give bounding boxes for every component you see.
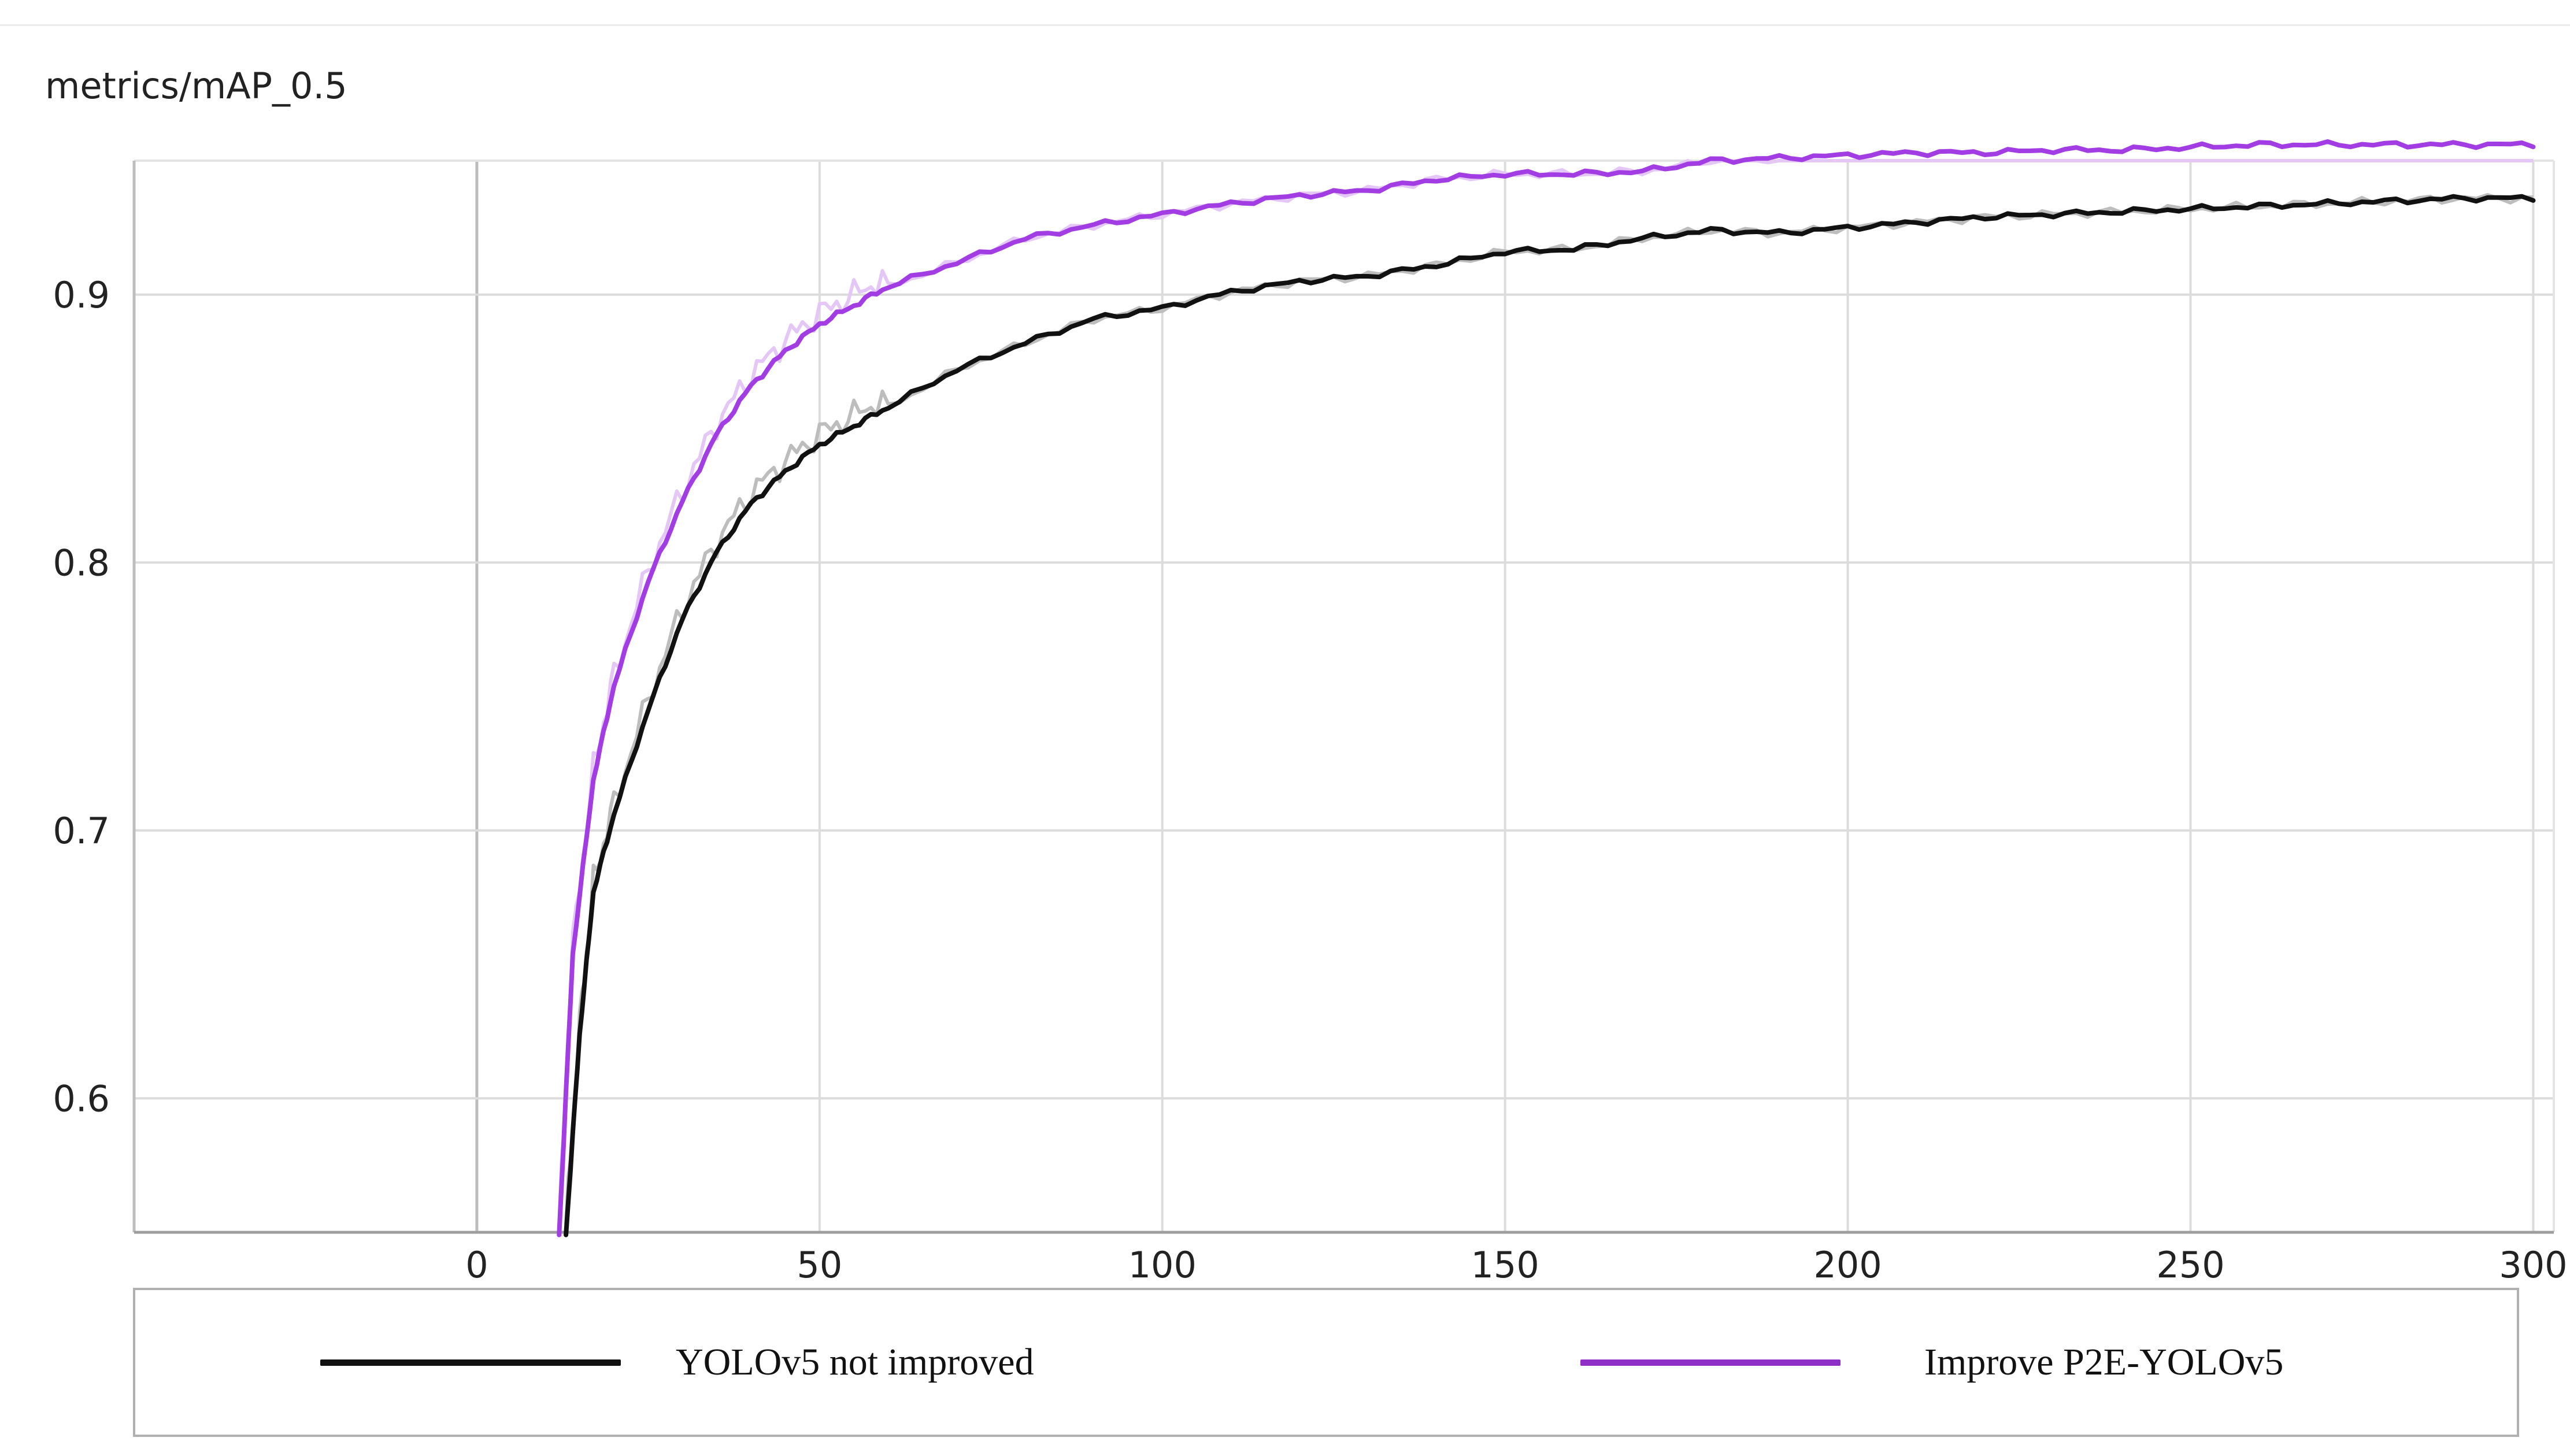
x-tick-label: 150	[1471, 1244, 1539, 1286]
x-tick-label: 300	[2499, 1244, 2567, 1286]
legend-item-yolov5: YOLOv5 not improved	[320, 1290, 1034, 1435]
chart-title: metrics/mAP_0.5	[45, 65, 347, 107]
x-tick-label: 250	[2156, 1244, 2224, 1286]
legend-swatch-yolov5	[320, 1359, 621, 1366]
x-tick-label: 100	[1128, 1244, 1197, 1286]
series-line-yolov5	[564, 194, 2536, 1238]
legend: YOLOv5 not improved Improve P2E-YOLOv5	[133, 1288, 2519, 1437]
legend-label-p2e-yolov5: Improve P2E-YOLOv5	[1924, 1341, 2284, 1383]
x-tick-label: 200	[1813, 1244, 1882, 1286]
y-tick-label: 0.7	[53, 810, 110, 852]
series-raw-line-p2e-yolov5	[557, 159, 2534, 1225]
series-raw-line-yolov5	[564, 192, 2534, 1225]
legend-swatch-p2e-yolov5	[1580, 1359, 1841, 1366]
legend-label-yolov5: YOLOv5 not improved	[676, 1341, 1034, 1383]
legend-item-p2e-yolov5: Improve P2E-YOLOv5	[1580, 1290, 2283, 1435]
series-line-p2e-yolov5	[557, 139, 2536, 1238]
top-divider	[0, 24, 2570, 26]
x-tick-label: 50	[797, 1244, 842, 1286]
x-tick-label: 0	[465, 1244, 488, 1286]
y-tick-label: 0.6	[53, 1077, 110, 1120]
y-tick-label: 0.8	[53, 542, 110, 584]
y-tick-label: 0.9	[53, 274, 110, 316]
